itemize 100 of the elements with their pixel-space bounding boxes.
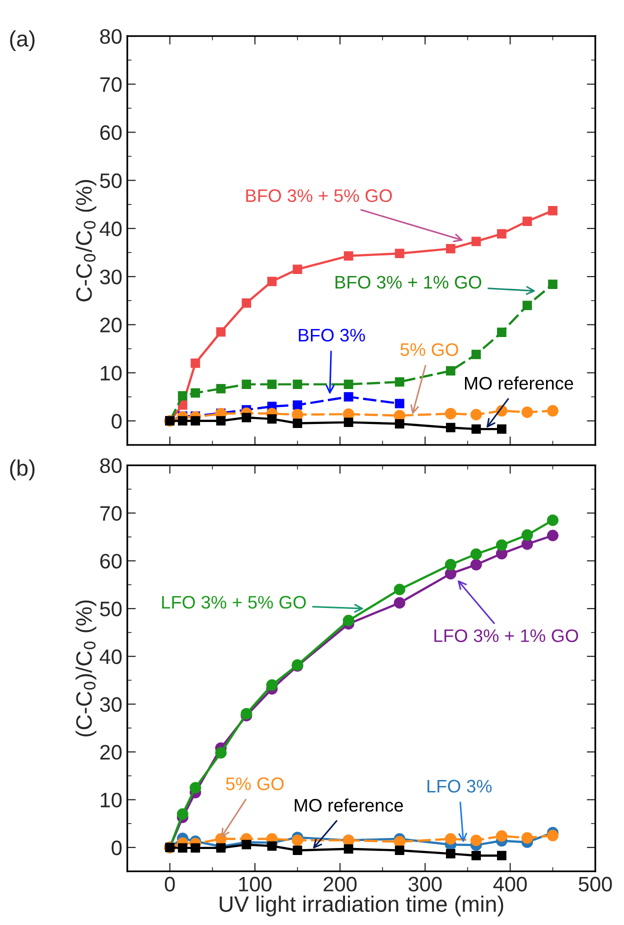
point <box>446 422 456 432</box>
point <box>496 539 508 551</box>
point <box>471 236 481 246</box>
point <box>497 328 506 338</box>
point <box>522 216 532 226</box>
point <box>190 388 200 398</box>
point <box>190 843 200 853</box>
point <box>547 514 558 526</box>
point <box>176 808 188 820</box>
point <box>547 530 558 542</box>
y-tick-label: 40 <box>100 649 122 664</box>
point <box>446 244 456 254</box>
point <box>471 350 481 360</box>
point <box>292 380 302 390</box>
point <box>548 280 558 289</box>
point <box>471 424 481 434</box>
point <box>344 418 354 428</box>
point <box>547 405 558 416</box>
point <box>444 558 456 570</box>
point <box>242 380 252 390</box>
y-tick-label: 20 <box>100 318 122 332</box>
point <box>394 419 404 428</box>
point <box>394 398 404 408</box>
y-tick-label: 10 <box>100 366 122 381</box>
x-tick-label: 400 <box>493 876 527 892</box>
point <box>444 568 456 580</box>
point <box>266 679 278 691</box>
point <box>292 846 302 856</box>
y-tick-label: 80 <box>100 458 122 474</box>
point <box>394 248 404 258</box>
point <box>394 597 406 609</box>
y-tick-label: 40 <box>100 221 122 236</box>
y-tick-label: 0 <box>112 840 122 856</box>
point <box>242 840 252 850</box>
point <box>497 424 506 434</box>
point <box>342 614 354 626</box>
point <box>267 414 277 424</box>
point <box>267 276 277 286</box>
point <box>190 782 202 794</box>
point <box>344 844 354 854</box>
y-tick-label: 0 <box>112 414 122 429</box>
point <box>547 830 558 842</box>
point <box>497 229 506 238</box>
y-axis-title: C-C$_{0}$/C$_{0}$ (%) <box>76 180 96 302</box>
text: (a) <box>10 30 35 52</box>
y-tick-label: 60 <box>100 554 122 569</box>
point <box>178 416 188 426</box>
point <box>292 264 302 274</box>
annotation: LFO 3% + 5% GO <box>162 596 306 609</box>
point <box>444 833 456 845</box>
point <box>216 843 226 853</box>
point <box>216 416 226 426</box>
point <box>267 841 277 851</box>
point <box>242 412 252 422</box>
point <box>215 747 227 759</box>
annotation: MO reference <box>465 376 574 390</box>
y-tick-label: 70 <box>100 77 122 92</box>
point <box>344 251 354 261</box>
x-tick-label: 100 <box>239 876 272 892</box>
point <box>216 384 226 394</box>
annotation: BFO 3% <box>298 328 365 342</box>
point <box>521 832 533 844</box>
point <box>470 558 482 570</box>
annotation: 5% GO <box>400 343 458 356</box>
point <box>446 366 456 376</box>
annotation: BFO 3% + 5% GO <box>246 189 392 202</box>
y-tick-label: 70 <box>100 506 122 521</box>
point <box>292 418 302 428</box>
x-tick-label: 300 <box>408 876 442 892</box>
point <box>216 327 226 337</box>
point <box>292 834 304 846</box>
point <box>394 584 406 596</box>
point <box>521 529 533 541</box>
point <box>344 392 354 402</box>
point <box>444 408 456 420</box>
annotation: MO reference <box>294 798 403 812</box>
point <box>470 408 482 420</box>
annotation: 5% GO <box>226 777 284 790</box>
y-tick-label: 50 <box>100 602 122 616</box>
y-tick-label: 10 <box>100 792 122 808</box>
point <box>178 391 188 401</box>
point <box>242 298 252 308</box>
y-tick-label: 50 <box>100 173 122 188</box>
point <box>394 846 404 856</box>
y-tick-label: 30 <box>100 697 122 712</box>
x-tick-label: 200 <box>324 876 357 892</box>
y-tick-label: 80 <box>100 29 122 44</box>
y-axis-title: (C-C$_{0}$)/C$_{0}$ (%) <box>76 600 96 736</box>
y-tick-label: 60 <box>100 125 122 140</box>
y-tick-label: 20 <box>100 744 122 760</box>
point <box>470 548 482 560</box>
point <box>190 358 200 368</box>
point <box>470 834 482 846</box>
annotation: LFO 3% + 1% GO <box>434 629 578 642</box>
annotation: LFO 3% <box>428 780 492 793</box>
point <box>522 300 532 310</box>
x-tick-label: 500 <box>578 876 612 892</box>
x-axis-title: UV light irradiation time (min) <box>220 896 504 916</box>
point <box>267 380 277 390</box>
text: (b) <box>10 460 35 480</box>
